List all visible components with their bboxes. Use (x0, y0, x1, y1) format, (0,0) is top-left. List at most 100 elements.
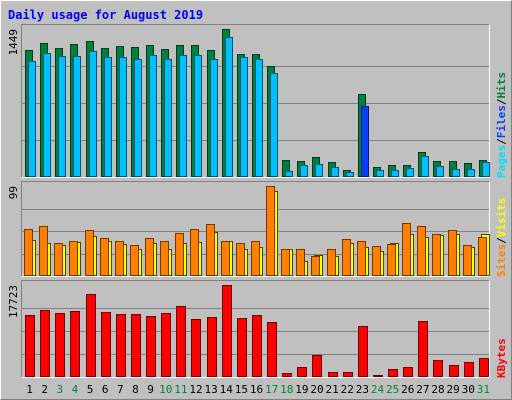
bar-files-day-16 (255, 59, 263, 177)
bar-kbytes-day-21 (328, 372, 338, 377)
bar-files-day-18 (285, 171, 293, 177)
x-tick-label: 4 (72, 383, 79, 396)
bar-sites-day-31 (478, 237, 487, 276)
bar-sites-day-25 (387, 244, 396, 276)
bar-kbytes-day-14 (222, 285, 232, 377)
x-tick-label: 22 (341, 383, 354, 396)
x-tick-label: 24 (371, 383, 385, 396)
bar-files-day-5 (89, 51, 97, 177)
bar-kbytes-day-17 (267, 322, 277, 377)
bar-sites-day-22 (342, 239, 351, 276)
bar-files-day-6 (104, 57, 112, 177)
bar-files-day-22 (346, 172, 354, 177)
bar-files-day-13 (210, 59, 218, 177)
x-tick-label: 8 (132, 383, 139, 396)
x-tick-label: 6 (102, 383, 109, 396)
x-tick-label: 28 (431, 383, 444, 396)
x-tick-label: 5 (87, 383, 94, 396)
x-tick-label: 21 (326, 383, 339, 396)
bar-kbytes-day-30 (464, 362, 474, 377)
panel-bottom-series-label-part: KBytes (495, 338, 508, 378)
bar-files-day-20 (315, 164, 323, 177)
panel-top-series-label-part: Files (495, 105, 508, 138)
bar-files-day-9 (149, 55, 157, 177)
bar-sites-day-7 (115, 241, 124, 276)
panel-bottom: 17723 KBytes (7, 280, 508, 378)
bar-kbytes-day-9 (146, 316, 156, 377)
bar-kbytes-day-5 (86, 294, 96, 377)
bar-kbytes-day-15 (237, 318, 247, 377)
bar-sites-day-24 (372, 246, 381, 276)
bar-kbytes-day-12 (191, 319, 201, 377)
x-tick-label: 29 (447, 383, 460, 396)
bar-kbytes-day-1 (25, 315, 35, 377)
bar-sites-day-12 (190, 229, 199, 276)
bar-sites-day-4 (69, 241, 78, 276)
x-axis-day-labels: 1 2 3 4 5 6 7 8 9 10 11 12 13 14 15 16 17 18 19 20 21 22 23 24 2… (26, 383, 490, 396)
x-tick-label: 7 (117, 383, 124, 396)
panel-top-inset-dark (21, 24, 490, 178)
bar-sites-day-28 (432, 234, 441, 276)
x-tick-label: 14 (220, 383, 234, 396)
bar-files-day-19 (300, 165, 308, 177)
panel-middle-series-label-part: Visits (495, 198, 508, 238)
bar-kbytes-day-24 (373, 375, 383, 377)
bar-files-day-21 (331, 167, 339, 177)
panel-bottom-inset-light (21, 280, 490, 378)
x-tick-label: 11 (174, 383, 187, 396)
bar-kbytes-day-22 (343, 372, 353, 377)
bar-kbytes-day-23 (358, 326, 368, 377)
panel-top-series-label-part: / (495, 98, 508, 105)
bar-files-day-14 (225, 37, 233, 177)
x-tick-label: 26 (401, 383, 414, 396)
panel-top-series-label-part: Hits (495, 72, 508, 99)
bar-files-day-29 (452, 169, 460, 177)
bar-files-day-23 (361, 106, 369, 177)
bar-files-day-28 (436, 166, 444, 177)
x-tick-label: 20 (310, 383, 323, 396)
bar-files-day-8 (134, 59, 142, 177)
bar-sites-day-5 (85, 230, 94, 276)
bar-sites-day-26 (402, 223, 411, 276)
bar-sites-day-19 (296, 249, 305, 276)
panel-top-max-label: 1449 (7, 29, 20, 56)
panel-bottom-max-label: 17723 (7, 285, 20, 318)
panel-top-series-label: Pages/Files/Hits (495, 72, 508, 178)
bar-kbytes-day-8 (131, 314, 141, 377)
bar-files-day-24 (376, 170, 384, 177)
bar-kbytes-day-13 (207, 317, 217, 377)
x-tick-label: 18 (280, 383, 293, 396)
bar-sites-day-17 (266, 186, 275, 276)
bar-sites-day-15 (236, 243, 245, 276)
bar-sites-day-30 (463, 245, 472, 276)
panel-bottom-inset-dark (21, 280, 490, 378)
panel-middle-inset-dark (21, 181, 490, 277)
panel-middle-series-label: Sites/Visits (495, 198, 508, 278)
bar-sites-day-3 (54, 243, 63, 276)
x-tick-label: 13 (204, 383, 217, 396)
bar-sites-day-2 (39, 226, 48, 276)
bar-kbytes-day-19 (297, 367, 307, 377)
x-tick-label: 10 (159, 383, 172, 396)
bar-files-day-11 (179, 55, 187, 177)
x-tick-label: 3 (57, 383, 64, 396)
bar-sites-day-27 (417, 226, 426, 276)
x-tick-label: 31 (477, 383, 490, 396)
x-tick-label: 27 (416, 383, 429, 396)
x-tick-label: 30 (462, 383, 475, 396)
bar-files-day-7 (119, 57, 127, 177)
bar-kbytes-day-20 (312, 355, 322, 377)
bar-sites-day-18 (281, 249, 290, 276)
bar-files-day-26 (406, 168, 414, 177)
bar-sites-day-11 (175, 233, 184, 276)
panel-middle: 99 Sites/Visits (7, 181, 508, 277)
bar-kbytes-day-11 (176, 306, 186, 377)
bar-files-day-4 (73, 56, 81, 177)
panel-top-inset-light (21, 24, 490, 178)
bar-sites-day-6 (100, 238, 109, 276)
panel-top: 1449 Pages/Files/Hits (7, 24, 508, 178)
panel-bottom-series-label: KBytes (495, 338, 508, 378)
x-tick-label: 16 (250, 383, 263, 396)
bar-files-day-30 (467, 169, 475, 177)
